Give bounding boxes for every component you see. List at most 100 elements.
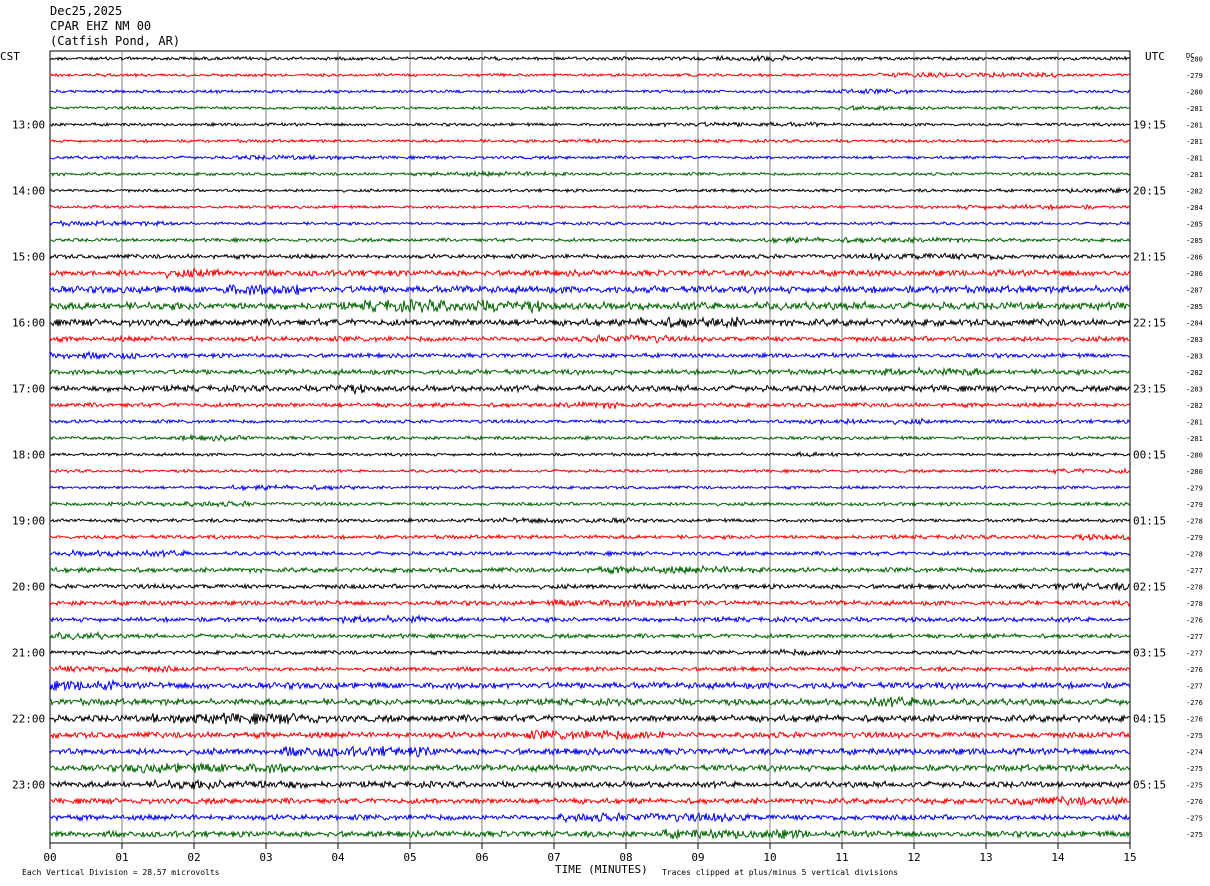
dc-value: -278: [1186, 584, 1203, 592]
dc-value: -278: [1186, 518, 1203, 526]
x-tick-label: 09: [691, 851, 704, 864]
trace-line: [49, 400, 1131, 410]
trace-line: [49, 87, 1131, 96]
dc-value: -280: [1186, 89, 1203, 97]
trace-line: [49, 647, 1131, 657]
cst-hour-label: 21:00: [12, 647, 45, 660]
cst-hour-label: 17:00: [12, 383, 45, 396]
dc-value: -279: [1186, 501, 1203, 509]
x-tick-label: 04: [331, 851, 345, 864]
trace-line: [49, 298, 1131, 315]
dc-value: -275: [1186, 831, 1203, 839]
utc-hour-label: 22:15: [1133, 317, 1166, 330]
trace-line: [49, 467, 1131, 476]
left-timezone-label: CST: [0, 50, 20, 63]
trace-line: [49, 695, 1131, 708]
trace-line: [49, 333, 1131, 344]
dc-value: -277: [1186, 683, 1203, 691]
trace-line: [49, 613, 1131, 625]
dc-value: -281: [1186, 122, 1203, 130]
footer-clip-note: Traces clipped at plus/minus 5 vertical …: [662, 868, 898, 877]
utc-hour-label: 23:15: [1133, 383, 1166, 396]
dc-value: -281: [1186, 105, 1203, 113]
x-tick-label: 01: [115, 851, 128, 864]
trace-line: [49, 54, 1131, 63]
plot-frame: [49, 50, 1131, 844]
trace-line: [49, 283, 1131, 296]
trace-line: [49, 169, 1131, 178]
dc-value: -284: [1186, 204, 1203, 212]
trace-line: [49, 417, 1131, 426]
dc-value: -278: [1186, 600, 1203, 608]
right-timezone-label: UTC: [1145, 50, 1165, 63]
trace-line: [49, 483, 1131, 492]
dc-value: -281: [1186, 435, 1203, 443]
cst-hour-label: 16:00: [12, 317, 45, 330]
dc-value: -279: [1186, 485, 1203, 493]
dc-value: -276: [1186, 617, 1203, 625]
dc-value: -276: [1186, 798, 1203, 806]
x-tick-label: 10: [763, 851, 776, 864]
footer-scale-note: Each Vertical Division = 28.57 microvolt…: [22, 868, 220, 877]
utc-hour-label: 00:15: [1133, 449, 1166, 462]
trace-line: [49, 548, 1131, 559]
trace-line: [49, 365, 1131, 377]
utc-hour-label: 02:15: [1133, 581, 1166, 594]
dc-value: -275: [1186, 815, 1203, 823]
dc-value: -279: [1186, 534, 1203, 542]
trace-line: [49, 316, 1131, 329]
dc-value: -283: [1186, 386, 1203, 394]
dc-value: -280: [1186, 468, 1203, 476]
trace-line: [49, 203, 1131, 212]
station-location: (Catfish Pond, AR): [50, 34, 181, 48]
trace-line: [49, 186, 1131, 194]
chart-header: Dec25,2025 CPAR EHZ NM 00 (Catfish Pond,…: [50, 4, 180, 49]
x-tick-label: 02: [187, 851, 200, 864]
dc-value: -285: [1186, 237, 1203, 245]
plot-grid: [49, 50, 1131, 844]
dc-value: -275: [1186, 765, 1203, 773]
dc-value: -286: [1186, 254, 1203, 262]
x-tick-label: 12: [907, 851, 920, 864]
dc-value: -285: [1186, 221, 1203, 229]
dc-value: -280: [1186, 452, 1203, 460]
dc-value: -276: [1186, 716, 1203, 724]
dc-value: -285: [1186, 303, 1203, 311]
trace-line: [49, 70, 1131, 79]
trace-line: [49, 827, 1131, 840]
trace-line: [49, 516, 1131, 525]
dc-value: -282: [1186, 188, 1203, 196]
trace-line: [49, 564, 1131, 576]
trace-line: [49, 383, 1131, 396]
dc-value: -283: [1186, 353, 1203, 361]
cst-hour-label: 20:00: [12, 581, 45, 594]
cst-time-labels: 13:00 14:00 15:00 16:00 17:00 18:00 19:00 20:00…: [12, 119, 45, 792]
trace-line: [49, 137, 1131, 144]
dc-value: -278: [1186, 551, 1203, 559]
trace-line: [49, 235, 1131, 245]
trace-line: [49, 598, 1131, 609]
dc-value: -287: [1186, 287, 1203, 295]
dc-value: -282: [1186, 402, 1203, 410]
x-tick-label: 15: [1123, 851, 1136, 864]
trace-line: [49, 778, 1131, 791]
trace-line: [49, 729, 1131, 741]
x-tick-label: 00: [43, 851, 56, 864]
x-axis: 00 01 02 03 04 05 06 07 08 09 10 11 12 13 14 15: [43, 843, 1137, 864]
x-tick-label: 06: [475, 851, 488, 864]
utc-hour-label: 19:15: [1133, 119, 1166, 132]
trace-line: [49, 761, 1131, 774]
utc-hour-label: 20:15: [1133, 185, 1166, 198]
x-tick-label: 03: [259, 851, 272, 864]
dc-value: -277: [1186, 567, 1203, 575]
dc-value: -286: [1186, 270, 1203, 278]
x-tick-label: 05: [403, 851, 416, 864]
dc-value: -283: [1186, 336, 1203, 344]
station-id: CPAR EHZ NM 00: [50, 19, 152, 33]
trace-line: [49, 500, 1131, 508]
utc-hour-label: 21:15: [1133, 251, 1166, 264]
utc-hour-label: 01:15: [1133, 515, 1166, 528]
dc-value: -281: [1186, 171, 1203, 179]
x-axis-title: TIME (MINUTES): [555, 863, 648, 876]
